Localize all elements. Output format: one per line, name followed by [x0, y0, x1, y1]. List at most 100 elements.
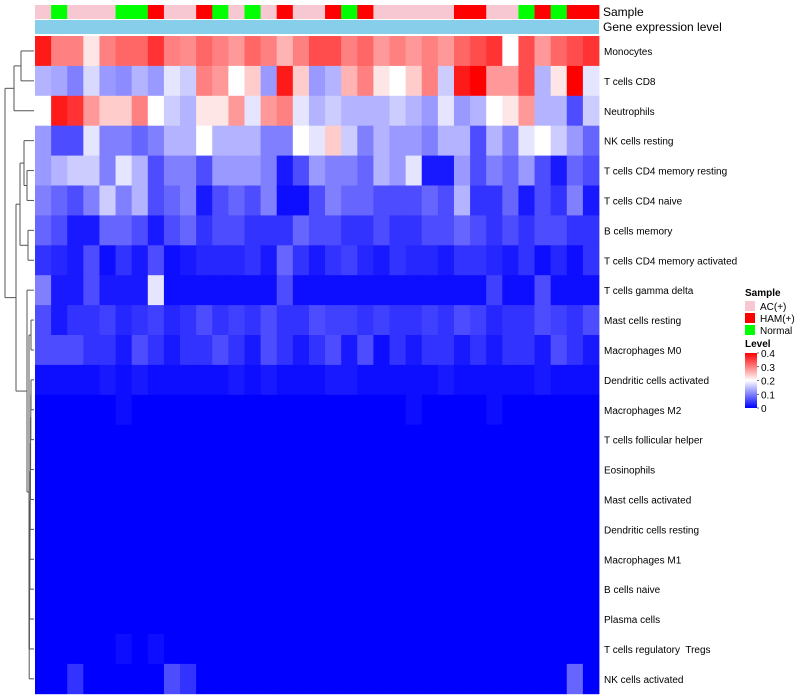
heatmap-cell [276, 634, 294, 665]
heatmap-cell [99, 305, 116, 336]
heatmap-cell [163, 574, 181, 605]
heatmap-cell [486, 364, 503, 396]
heatmap-cell [373, 275, 390, 306]
heatmap-cell [131, 185, 149, 216]
row-label: T cells CD8 [604, 77, 656, 88]
heatmap-cell [308, 364, 326, 396]
heatmap-cell [534, 215, 552, 246]
sample-annotation-cell [228, 5, 245, 19]
heatmap-cell [502, 634, 519, 665]
heatmap-cell [228, 364, 245, 396]
heatmap-cell [260, 634, 278, 665]
heatmap-cell [163, 36, 181, 67]
heatmap-cell [131, 275, 149, 306]
heatmap-cell [437, 514, 455, 545]
heatmap-cell [228, 125, 245, 156]
heatmap-cell [341, 125, 358, 156]
heatmap-cell [389, 185, 407, 216]
heatmap-cell [308, 185, 326, 216]
heatmap-cell [228, 484, 245, 515]
heatmap-cell [502, 95, 519, 127]
heatmap-cell [260, 663, 278, 695]
heatmap-cell [67, 604, 84, 635]
heatmap-cell [131, 663, 149, 695]
heatmap-cell [163, 514, 181, 545]
heatmap-cell [180, 663, 197, 695]
level-tick-label: 0.3 [761, 363, 775, 374]
heatmap-cell [325, 604, 342, 635]
heatmap-cell [437, 245, 455, 276]
heatmap-cell [260, 424, 278, 455]
heatmap-cell [163, 215, 181, 246]
heatmap-cell [228, 185, 245, 216]
heatmap-cell [35, 454, 52, 485]
heatmap-cell [276, 454, 294, 485]
heatmap-cell [341, 335, 358, 366]
heatmap-cell [518, 394, 535, 426]
heatmap-cell [373, 604, 390, 635]
heatmap-cell [550, 275, 568, 306]
heatmap-cell [228, 305, 245, 336]
heatmap-cell [99, 275, 116, 306]
heatmap-cell [35, 484, 52, 515]
heatmap-cell [51, 544, 68, 575]
heatmap-cell [196, 604, 213, 635]
heatmap-cell [453, 604, 471, 635]
heatmap-cell [180, 514, 197, 545]
heatmap-cell [196, 514, 213, 545]
heatmap-cell [437, 604, 455, 635]
heatmap-cell [357, 65, 374, 97]
heatmap-cell [115, 514, 133, 545]
heatmap-cell [196, 185, 213, 216]
heatmap-cell [180, 245, 197, 276]
heatmap-cell [421, 95, 439, 127]
heatmap-cell [196, 155, 213, 186]
heatmap-cell [35, 364, 52, 396]
heatmap-cell [566, 125, 584, 156]
heatmap-cell [180, 335, 197, 366]
heatmap-cell [83, 215, 100, 246]
heatmap-cell [582, 454, 600, 485]
heatmap-cell [292, 215, 310, 246]
heatmap-cell [405, 335, 423, 366]
heatmap-cell [550, 454, 568, 485]
heatmap-cell [115, 245, 133, 276]
heatmap-cell [453, 185, 471, 216]
heatmap-cell [486, 604, 503, 635]
sample-annotation-cell [518, 5, 535, 19]
heatmap-cell [131, 544, 149, 575]
heatmap-cell [35, 245, 52, 276]
heatmap-cell [341, 155, 358, 186]
heatmap-cell [325, 394, 342, 426]
heatmap-cell [276, 394, 294, 426]
heatmap-cell [67, 454, 84, 485]
heatmap-cell [51, 65, 68, 97]
heatmap-cell [308, 663, 326, 695]
heatmap-cell [534, 574, 552, 605]
heatmap-cell [228, 95, 245, 127]
heatmap-cell [582, 364, 600, 396]
heatmap-cell [389, 663, 407, 695]
heatmap-cell [518, 634, 535, 665]
heatmap-cell [308, 604, 326, 635]
heatmap-cell [453, 544, 471, 575]
legend-label-normal: Normal [760, 326, 792, 337]
heatmap-cell [244, 424, 261, 455]
heatmap-cell [212, 305, 229, 336]
heatmap-cell [566, 36, 584, 67]
heatmap-cell [389, 394, 407, 426]
heatmap-cell [35, 514, 52, 545]
level-tick-label: 0.4 [761, 349, 775, 360]
heatmap-cell [260, 514, 278, 545]
heatmap-cell [99, 574, 116, 605]
heatmap-cell [453, 95, 471, 127]
heatmap-cell [357, 574, 374, 605]
heatmap-cell [550, 663, 568, 695]
heatmap-cell [502, 305, 519, 336]
sample-annotation-label: Sample [603, 5, 644, 19]
heatmap-cell [51, 275, 68, 306]
sample-annotation-cell [260, 5, 278, 19]
row-label: Plasma cells [604, 615, 660, 626]
heatmap-cell [437, 36, 455, 67]
heatmap-cell [308, 125, 326, 156]
